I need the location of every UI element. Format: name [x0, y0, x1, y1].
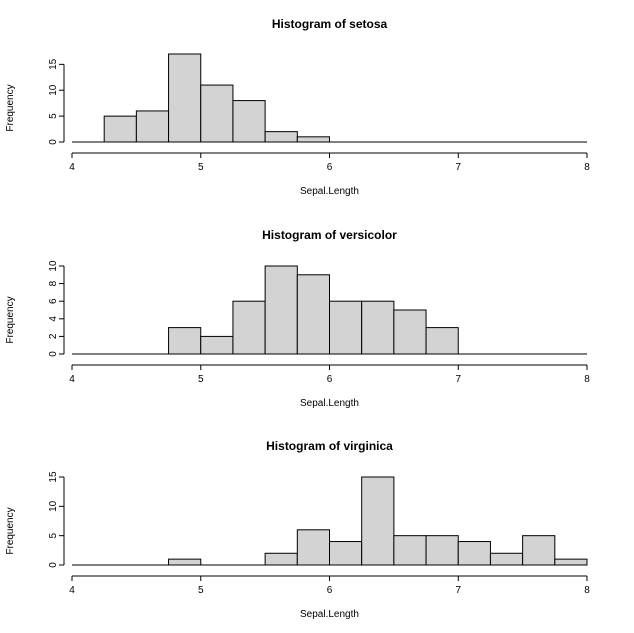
- y-tick-label: 15: [48, 58, 59, 70]
- x-tick-label: 6: [327, 374, 333, 385]
- y-tick-label: 0: [48, 351, 59, 357]
- histogram-bar: [168, 327, 202, 355]
- histogram-bar: [329, 541, 363, 566]
- x-tick-label: 6: [327, 585, 333, 596]
- histogram-bar: [200, 335, 234, 355]
- x-tick-label: 4: [69, 585, 75, 596]
- histogram-bar: [554, 558, 588, 566]
- chart-title: Histogram of setosa: [272, 17, 388, 31]
- chart-title: Histogram of virginica: [266, 439, 393, 453]
- histogram-bar: [135, 110, 170, 143]
- x-tick-label: 5: [198, 162, 204, 173]
- x-tick-label: 8: [584, 585, 590, 596]
- x-tick-label: 6: [327, 162, 333, 173]
- y-tick-label: 5: [48, 113, 59, 119]
- histogram-bar: [425, 327, 459, 355]
- histogram-bar: [457, 541, 491, 566]
- histogram-bar: [296, 529, 330, 566]
- y-tick-label: 8: [48, 280, 59, 286]
- histogram-bar: [393, 309, 427, 355]
- x-tick-label: 5: [198, 585, 204, 596]
- histogram-bar: [264, 552, 298, 566]
- histogram-bar: [393, 535, 427, 566]
- y-tick-label: 10: [48, 84, 59, 96]
- y-axis-label: Frequency: [5, 507, 16, 554]
- histogram-bar: [296, 274, 330, 355]
- y-axis-label: Frequency: [5, 296, 16, 343]
- x-tick-label: 5: [198, 374, 204, 385]
- x-tick-label: 7: [455, 585, 461, 596]
- y-tick-label: 10: [48, 500, 59, 512]
- x-tick-label: 7: [455, 374, 461, 385]
- histogram-panel-1: Histogram of setosa 4 5 6 7 8 Sepal.Length 0 5 10…: [5, 17, 590, 197]
- histogram-bar: [168, 53, 202, 143]
- histogram-panel-3: Histogram of virginica 4 5 6 7 8 Sepal.Length 0…: [5, 439, 590, 620]
- x-tick-label: 4: [69, 162, 75, 173]
- y-tick-label: 15: [48, 471, 59, 483]
- histogram-bar: [425, 535, 459, 566]
- y-tick-label: 2: [48, 333, 59, 339]
- histogram-bar: [489, 552, 524, 566]
- histogram-bar: [103, 115, 137, 143]
- y-tick-label: 10: [48, 260, 59, 272]
- histogram-bar: [329, 300, 363, 355]
- histogram-bar: [361, 476, 395, 566]
- x-tick-label: 8: [584, 162, 590, 173]
- histogram-bar: [168, 558, 202, 566]
- histogram-bar: [361, 300, 395, 355]
- x-tick-label: 4: [69, 374, 75, 385]
- y-axis-label: Frequency: [5, 84, 16, 131]
- x-tick-label: 7: [455, 162, 461, 173]
- histogram-bar: [296, 136, 330, 143]
- y-tick-label: 0: [48, 139, 59, 145]
- histogram-bar: [232, 300, 266, 355]
- histogram-bar: [232, 100, 266, 143]
- x-axis-label: Sepal.Length: [300, 609, 359, 620]
- histogram-panel-2: Histogram of versicolor 4 5 6 7 8 Sepal.Length…: [5, 228, 590, 409]
- histogram-bar: [264, 265, 298, 355]
- x-axis-label: Sepal.Length: [300, 186, 359, 197]
- x-axis-label: Sepal.Length: [300, 398, 359, 409]
- y-tick-label: 0: [48, 562, 59, 568]
- histogram-bar: [264, 131, 298, 143]
- chart-title: Histogram of versicolor: [262, 228, 397, 242]
- y-tick-label: 6: [48, 298, 59, 304]
- y-tick-label: 5: [48, 532, 59, 538]
- x-tick-label: 8: [584, 374, 590, 385]
- y-tick-label: 4: [48, 316, 59, 322]
- histogram-bar: [200, 84, 234, 143]
- histogram-bar: [522, 535, 556, 566]
